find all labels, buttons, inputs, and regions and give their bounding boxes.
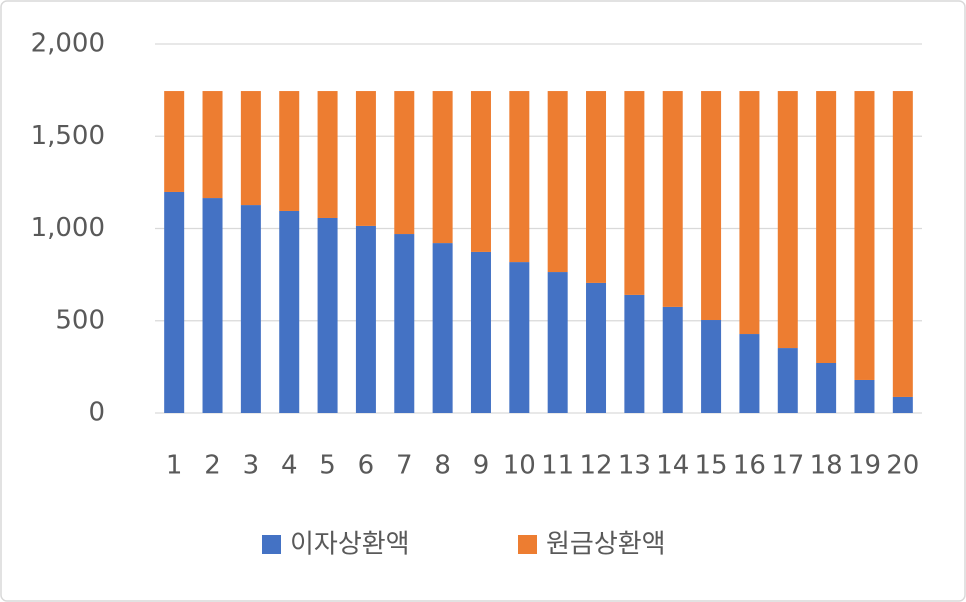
legend-swatch bbox=[518, 535, 537, 554]
bar-segment bbox=[394, 91, 415, 235]
x-tick-label: 8 bbox=[434, 451, 451, 481]
x-tick-label: 2 bbox=[204, 451, 221, 481]
x-tick-label: 20 bbox=[886, 451, 919, 481]
y-tick-label: 2,000 bbox=[31, 29, 105, 59]
bar-segment bbox=[739, 91, 760, 335]
bar-segment bbox=[816, 363, 837, 413]
x-tick-label: 13 bbox=[618, 451, 651, 481]
bar-segment bbox=[624, 91, 645, 295]
bar-segment bbox=[662, 91, 683, 307]
bar-segment bbox=[470, 91, 491, 252]
x-tick-label: 1 bbox=[166, 451, 183, 481]
y-tick-label: 0 bbox=[88, 398, 105, 428]
x-tick-label: 12 bbox=[579, 451, 612, 481]
bar-segment bbox=[432, 91, 453, 244]
x-tick-label: 3 bbox=[243, 451, 260, 481]
x-tick-label: 16 bbox=[733, 451, 766, 481]
bar-segment bbox=[202, 198, 223, 413]
bar-segment bbox=[854, 379, 875, 413]
x-tick-label: 6 bbox=[358, 451, 375, 481]
bar-segment bbox=[279, 91, 300, 211]
x-tick-label: 4 bbox=[281, 451, 298, 481]
bar-segment bbox=[470, 251, 491, 413]
legend-label: 이자상환액 bbox=[290, 530, 410, 560]
x-tick-label: 19 bbox=[848, 451, 881, 481]
bar-segment bbox=[701, 320, 722, 413]
bar-segment bbox=[394, 234, 415, 413]
bar-segment bbox=[432, 243, 453, 413]
y-tick-label: 500 bbox=[55, 305, 105, 335]
bar-segment bbox=[701, 91, 722, 321]
x-tick-label: 9 bbox=[473, 451, 490, 481]
x-tick-label: 5 bbox=[319, 451, 336, 481]
bar-segment bbox=[202, 91, 223, 199]
bar-segment bbox=[892, 396, 913, 413]
x-tick-label: 15 bbox=[695, 451, 728, 481]
bar-segment bbox=[624, 294, 645, 413]
x-tick-label: 10 bbox=[503, 451, 536, 481]
bar-segment bbox=[816, 91, 837, 364]
bar-segment bbox=[777, 348, 798, 413]
x-tick-label: 7 bbox=[396, 451, 413, 481]
bar-segment bbox=[279, 210, 300, 413]
bar-segment bbox=[164, 91, 185, 192]
bar-segment bbox=[777, 91, 798, 349]
bar-segment bbox=[509, 262, 530, 413]
x-tick-label: 17 bbox=[771, 451, 804, 481]
y-tick-label: 1,500 bbox=[31, 121, 105, 151]
bar-segment bbox=[892, 91, 913, 397]
bar-segment bbox=[547, 272, 568, 413]
bar-segment bbox=[355, 225, 376, 413]
y-tick-label: 1,000 bbox=[31, 213, 105, 243]
x-tick-label: 18 bbox=[810, 451, 843, 481]
bar-segment bbox=[240, 91, 261, 206]
bar-segment bbox=[240, 205, 261, 413]
bar-segment bbox=[317, 217, 338, 413]
bar-segment bbox=[854, 91, 875, 380]
bar-segment bbox=[355, 91, 376, 226]
bar-segment bbox=[547, 91, 568, 273]
bar-segment bbox=[317, 91, 338, 218]
bar-segment bbox=[739, 334, 760, 413]
x-tick-label: 14 bbox=[656, 451, 689, 481]
bar-segment bbox=[586, 282, 607, 413]
legend-label: 원금상환액 bbox=[546, 530, 666, 560]
legend-swatch bbox=[262, 535, 281, 554]
bar-segment bbox=[509, 91, 530, 263]
bar-segment bbox=[164, 191, 185, 413]
bar-segment bbox=[586, 91, 607, 283]
x-tick-label: 11 bbox=[541, 451, 574, 481]
bar-segment bbox=[662, 306, 683, 413]
